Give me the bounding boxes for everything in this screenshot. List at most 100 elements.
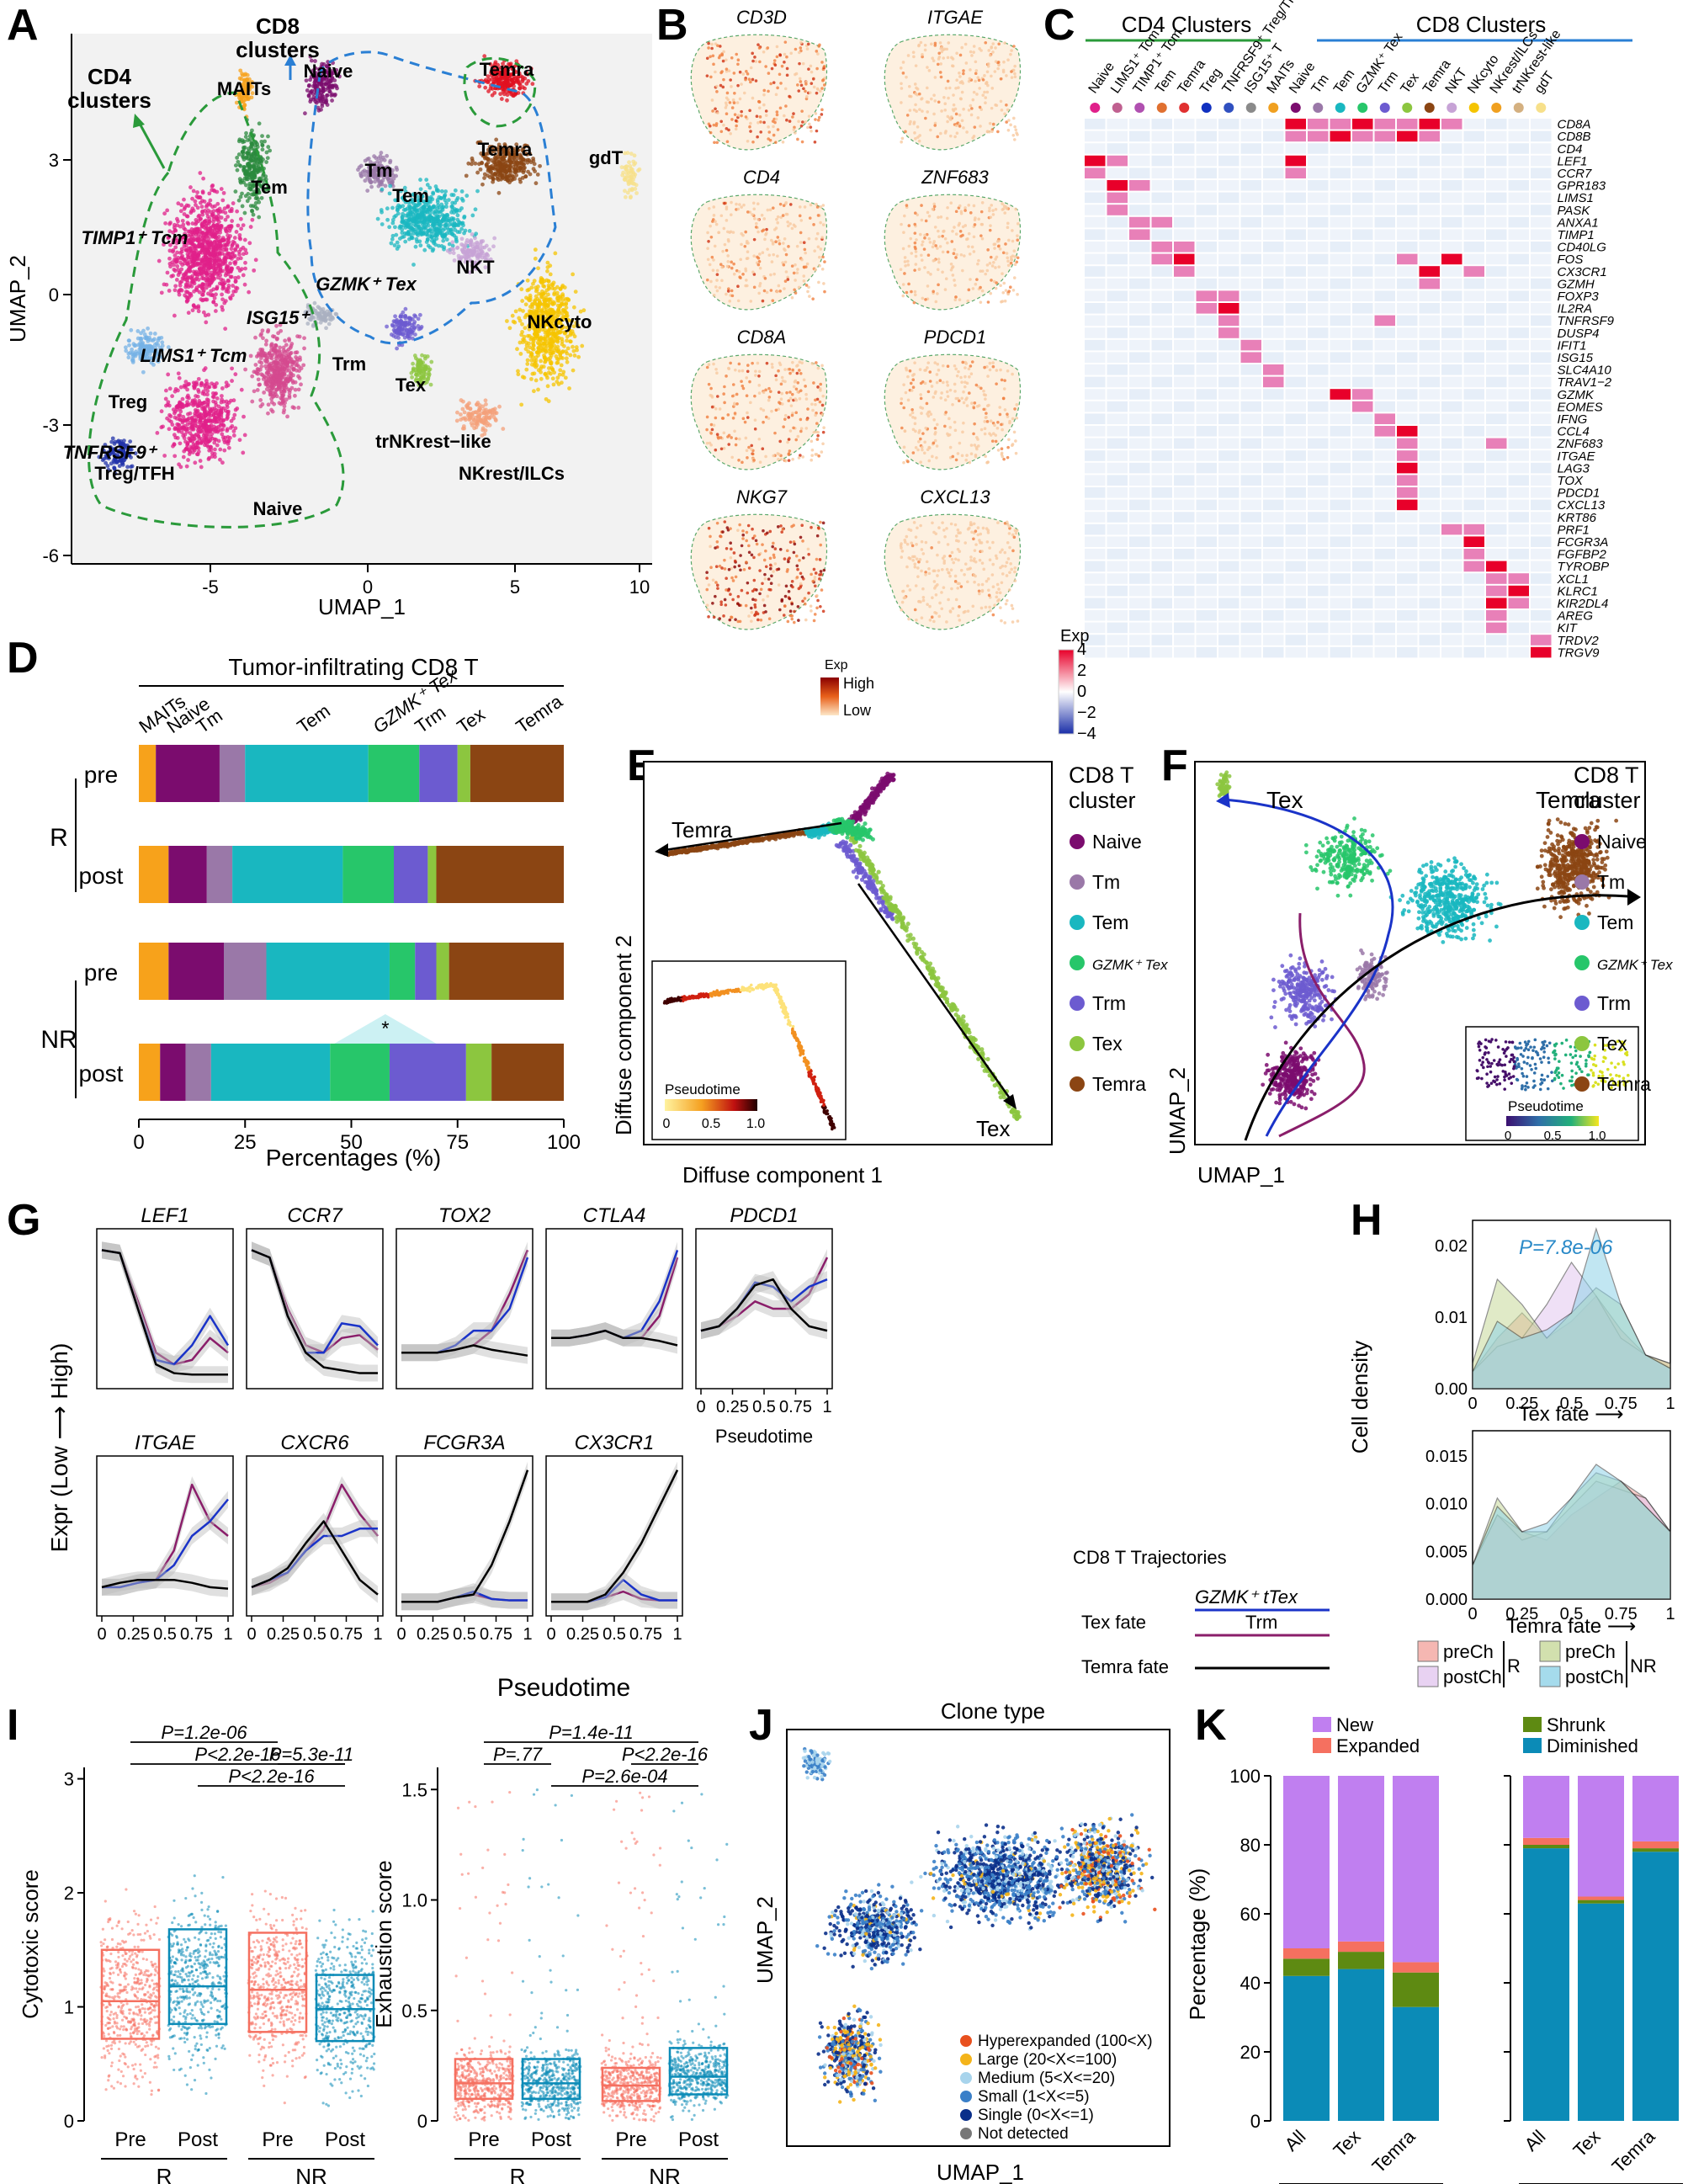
heatmap-gene-39: KIR2DL4 xyxy=(1558,597,1609,611)
clone-bar-0-0-new xyxy=(1283,1776,1330,1948)
panel-f-trajectory-umap: Tex Temra Pseudotime 0 0.5 1.0 UMAP_1 UM… xyxy=(1170,761,1673,1188)
box-left-p2: P<2.2e-16 xyxy=(194,1744,281,1765)
clone-bar-cat-1-2: Temra xyxy=(1608,2125,1659,2176)
cd4-clusters-header: CD4 Clusters xyxy=(1122,12,1252,37)
trend-box-CTLA4 xyxy=(545,1228,683,1390)
clone-bar-ytick-5: 0 xyxy=(1250,2111,1261,2132)
box-right-group-nr: NR xyxy=(649,2164,681,2184)
legend-shrunk: Shrunk xyxy=(1547,1714,1606,1735)
panelE-legend-item-0: Naive xyxy=(1092,831,1142,853)
clone-bar-1-1-new xyxy=(1578,1776,1624,1897)
bar-d-row-2: pre xyxy=(84,959,118,986)
heatmap-col-dot-7 xyxy=(1245,103,1256,113)
clone-bar-0-1-expanded xyxy=(1338,1941,1384,1953)
panel-letter-g: G xyxy=(7,1196,41,1245)
box-left-ytick-1: 2 xyxy=(64,1883,74,1904)
trend-xtick-PDCD1-2: 0.5 xyxy=(752,1398,776,1416)
heatmap-col-dot-11 xyxy=(1335,103,1346,113)
bar-d-xtick-1: 25 xyxy=(234,1131,257,1154)
clone-bar-ytick-3: 40 xyxy=(1240,1973,1261,1994)
bar-d-2-2 xyxy=(224,943,267,1000)
feature-map-5 xyxy=(884,353,1022,470)
panelE-legend-dot-6 xyxy=(1070,1076,1085,1092)
clone-bar-0-0-shrunk xyxy=(1283,1958,1330,1976)
bottom-xtick-1: 0.25 xyxy=(1505,1605,1538,1623)
umap-f-inset-title: Pseudotime xyxy=(1508,1098,1584,1114)
clone-bar-0-1-new xyxy=(1338,1776,1384,1942)
heatmap-col-dot-15 xyxy=(1424,103,1435,113)
bar-d-cluster-3: Tem xyxy=(294,700,334,737)
umap-a-label-19: Treg/TFH xyxy=(94,463,174,484)
heatmap-gene-25: CCL4 xyxy=(1558,425,1590,439)
bar-d-0-3 xyxy=(245,745,369,802)
box-right-p2: P=.77 xyxy=(493,1744,543,1765)
clone-bar-0-0-expanded xyxy=(1283,1948,1330,1959)
clone-bar-1-2-expanded xyxy=(1632,1841,1679,1849)
heatmap-gene-5: GPR183 xyxy=(1558,179,1606,194)
heatmap-gene-24: IFNG xyxy=(1558,412,1588,427)
trend-xtick-CXCR6-3: 0.75 xyxy=(330,1625,363,1644)
clone-bar-0-2-shrunk xyxy=(1393,1972,1439,2007)
heatmap-gene-26: ZNF683 xyxy=(1557,437,1604,451)
trend-xtick-CX3CR1-2: 0.5 xyxy=(603,1625,626,1644)
trend-xtick-ITGAE-4: 1 xyxy=(223,1625,232,1644)
panel-letter-a: A xyxy=(7,1,39,50)
clone-bar-ytick-1: 80 xyxy=(1240,1835,1261,1856)
panelF-legend-item-3: GZMK⁺ Tex xyxy=(1597,957,1673,973)
trend-xtick-PDCD1-4: 1 xyxy=(822,1398,831,1416)
heatmap-col-14: Tex xyxy=(1399,71,1422,96)
trend-gene-CX3CR1: CX3CR1 xyxy=(575,1432,655,1454)
umap-a-ytick-2: -3 xyxy=(42,415,59,436)
bar-d-0-2 xyxy=(219,745,246,802)
trend-line-CXCR6-0 xyxy=(251,1483,379,1589)
clone-bar-1-0-diminished xyxy=(1523,1848,1569,2121)
box-right-xtick-1: Post xyxy=(531,2128,571,2151)
trend-xtick-PDCD1-3: 0.75 xyxy=(779,1398,812,1416)
heatmap-gene-16: TNFRSF9 xyxy=(1558,314,1615,328)
legend-nr-pre: preCh xyxy=(1565,1641,1616,1662)
heatmap-gene-36: TYROBP xyxy=(1558,560,1610,574)
bar-d-2-7 xyxy=(449,943,564,1000)
legend-r-pre: preCh xyxy=(1443,1641,1494,1662)
umap-a-label-7: Tem xyxy=(392,185,429,206)
heatmap-gene-22: GZMK xyxy=(1558,388,1595,402)
clone-bar-0-1-shrunk xyxy=(1338,1952,1384,1969)
heatmap-gene-18: IFIT1 xyxy=(1558,338,1587,353)
clone-legend-dot-3 xyxy=(960,2091,972,2102)
trend-xtick-FCGR3A-2: 0.5 xyxy=(453,1625,476,1644)
box-right-3 xyxy=(668,2047,729,2096)
top-density-3 xyxy=(1472,1226,1671,1390)
trend-line-ITGAE-1 xyxy=(102,1498,229,1589)
trend-box-CXCR6 xyxy=(246,1455,384,1617)
heatmap-col-dot-8 xyxy=(1268,103,1279,113)
umap-a-label-10: GZMK⁺ Tex xyxy=(316,274,417,295)
box-left-xtick-2: Pre xyxy=(262,2128,293,2151)
panelF-legend-title-0: CD8 T xyxy=(1574,763,1639,788)
bar-d-cluster-6: Tex xyxy=(454,704,489,737)
trend-xtick-CX3CR1-1: 0.25 xyxy=(566,1625,599,1644)
box-right-p3: P<2.2e-16 xyxy=(622,1744,709,1765)
clone-ylabel: UMAP_2 xyxy=(752,1896,778,1984)
box-right-ytick-1: 1.0 xyxy=(401,1890,427,1911)
heatmap-gene-32: KRT86 xyxy=(1558,511,1597,525)
umap-a-label-13: Trm xyxy=(332,353,366,375)
umap-a-label-6: Tem xyxy=(251,177,288,198)
heatmap-legend: Exp 4 2 0 −2 −4 xyxy=(1058,627,1096,743)
heatmap-col-dot-18 xyxy=(1491,103,1502,113)
bar-d-1-7 xyxy=(436,846,564,903)
legend-r-post: postCh xyxy=(1443,1666,1502,1687)
density-ylabel: Cell density xyxy=(1351,1341,1372,1453)
umap-f-inset-tick-1: 0.5 xyxy=(1544,1129,1562,1143)
trend-box-FCGR3A xyxy=(395,1455,533,1617)
heatmap-gene-38: KLRC1 xyxy=(1558,584,1598,598)
clone-bar-0-2-diminished xyxy=(1393,2006,1439,2121)
umap-a-label-17: trNKrest−like xyxy=(375,431,491,452)
panelF-legend-dot-4 xyxy=(1574,996,1590,1011)
density-top-xlabel: Tex fate ⟶ xyxy=(1518,1403,1623,1426)
top-xtick-3: 0.75 xyxy=(1605,1395,1638,1413)
clone-bar-0-1-diminished xyxy=(1338,1969,1384,2121)
box-left-ylabel: Cytotoxic score xyxy=(18,1869,43,2019)
trend-xtick-FCGR3A-1: 0.25 xyxy=(417,1625,449,1644)
